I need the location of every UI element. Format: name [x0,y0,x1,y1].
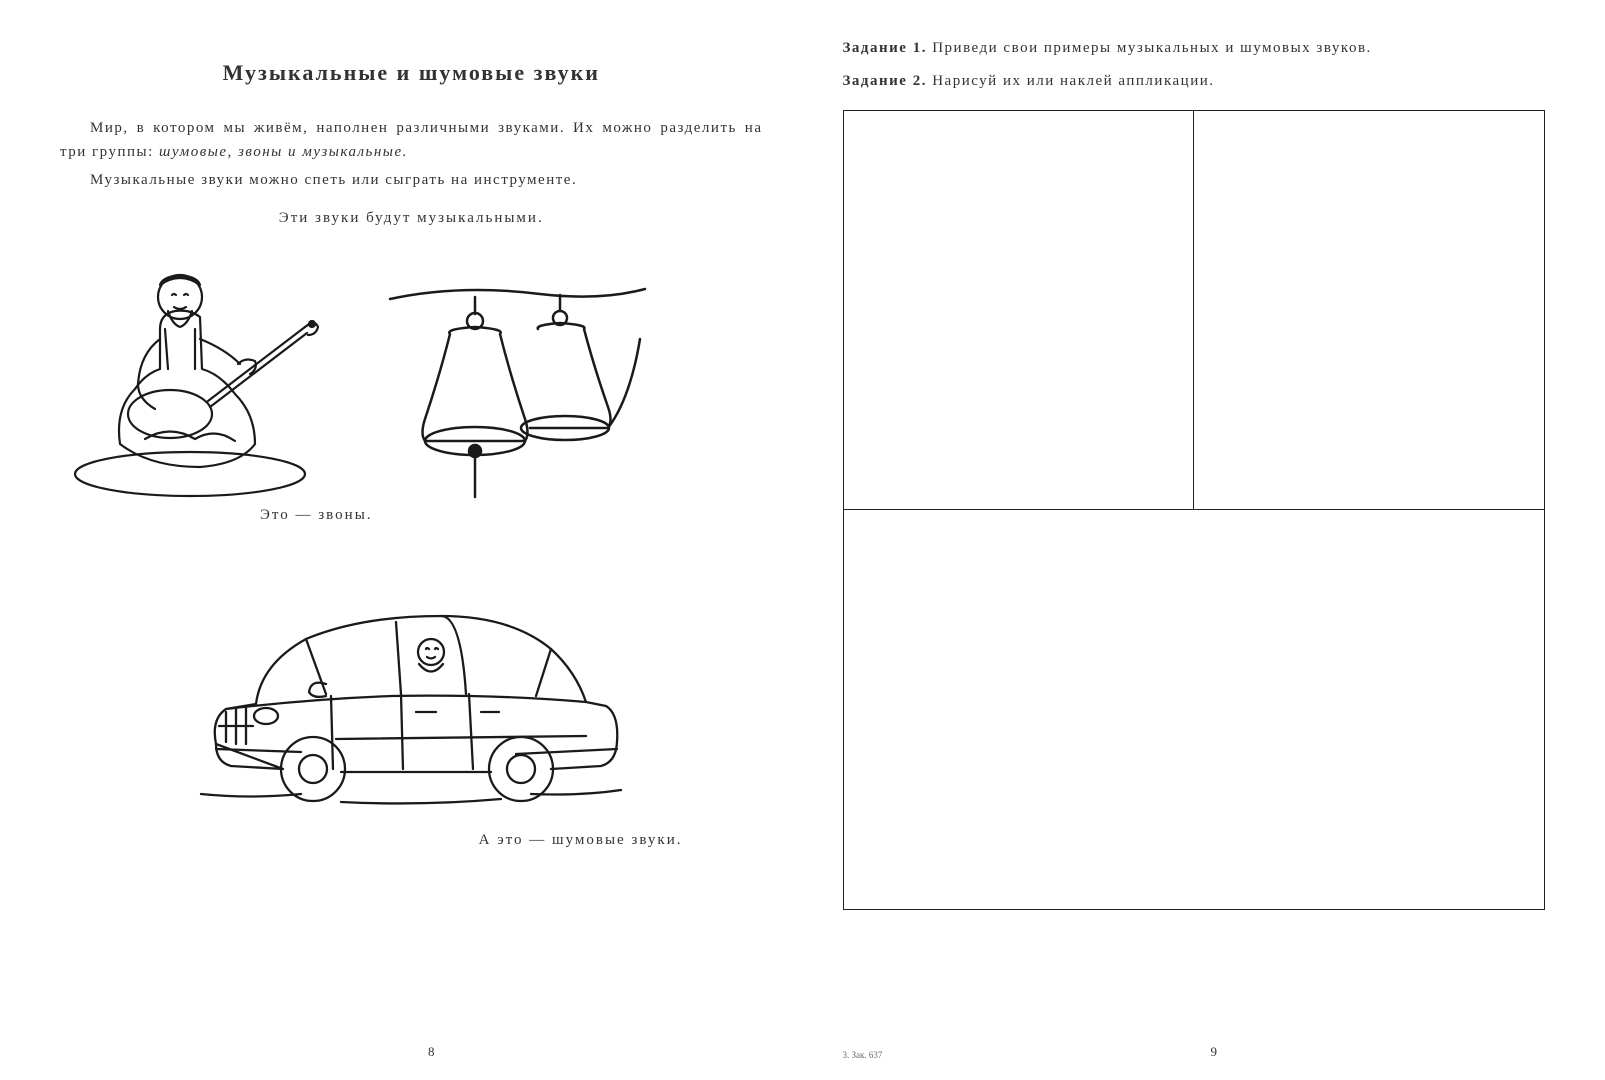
left-page: Музыкальные и шумовые звуки Мир, в котор… [60,40,803,1060]
illustration-row-1 [60,239,763,499]
caption-musical: Эти звуки будут музыкальными. [60,210,763,227]
page-number-right: 9 [843,1044,1586,1060]
caption-bells: Это — звоны. [260,507,763,524]
grid-cell-1 [844,111,1194,510]
para1-italic: шумовые, звоны и музыкальные. [159,144,408,160]
musician-illustration [60,249,340,499]
bells-illustration [370,279,650,499]
task-2: Задание 2. Нарисуй их или наклей апплика… [843,73,1546,90]
page-number-left: 8 [60,1044,803,1060]
paragraph-1: Мир, в котором мы живём, наполнен различ… [60,116,763,164]
grid-cell-2 [1194,111,1544,510]
task-2-text: Нарисуй их или наклей аппликации. [927,73,1215,89]
right-page: Задание 1. Приведи свои примеры музыкаль… [803,40,1546,1060]
task-1: Задание 1. Приведи свои примеры музыкаль… [843,40,1546,57]
paragraph-2: Музыкальные звуки можно спеть или сыграт… [60,168,763,192]
task-1-label: Задание 1. [843,40,927,56]
drawing-grid [843,110,1546,910]
car-illustration [191,544,631,824]
grid-cell-3 [844,510,1545,909]
caption-noise: А это — шумовые звуки. [60,832,683,849]
task-2-label: Задание 2. [843,73,927,89]
page-title: Музыкальные и шумовые звуки [60,60,763,86]
task-1-text: Приведи свои примеры музыкальных и шумов… [927,40,1372,56]
